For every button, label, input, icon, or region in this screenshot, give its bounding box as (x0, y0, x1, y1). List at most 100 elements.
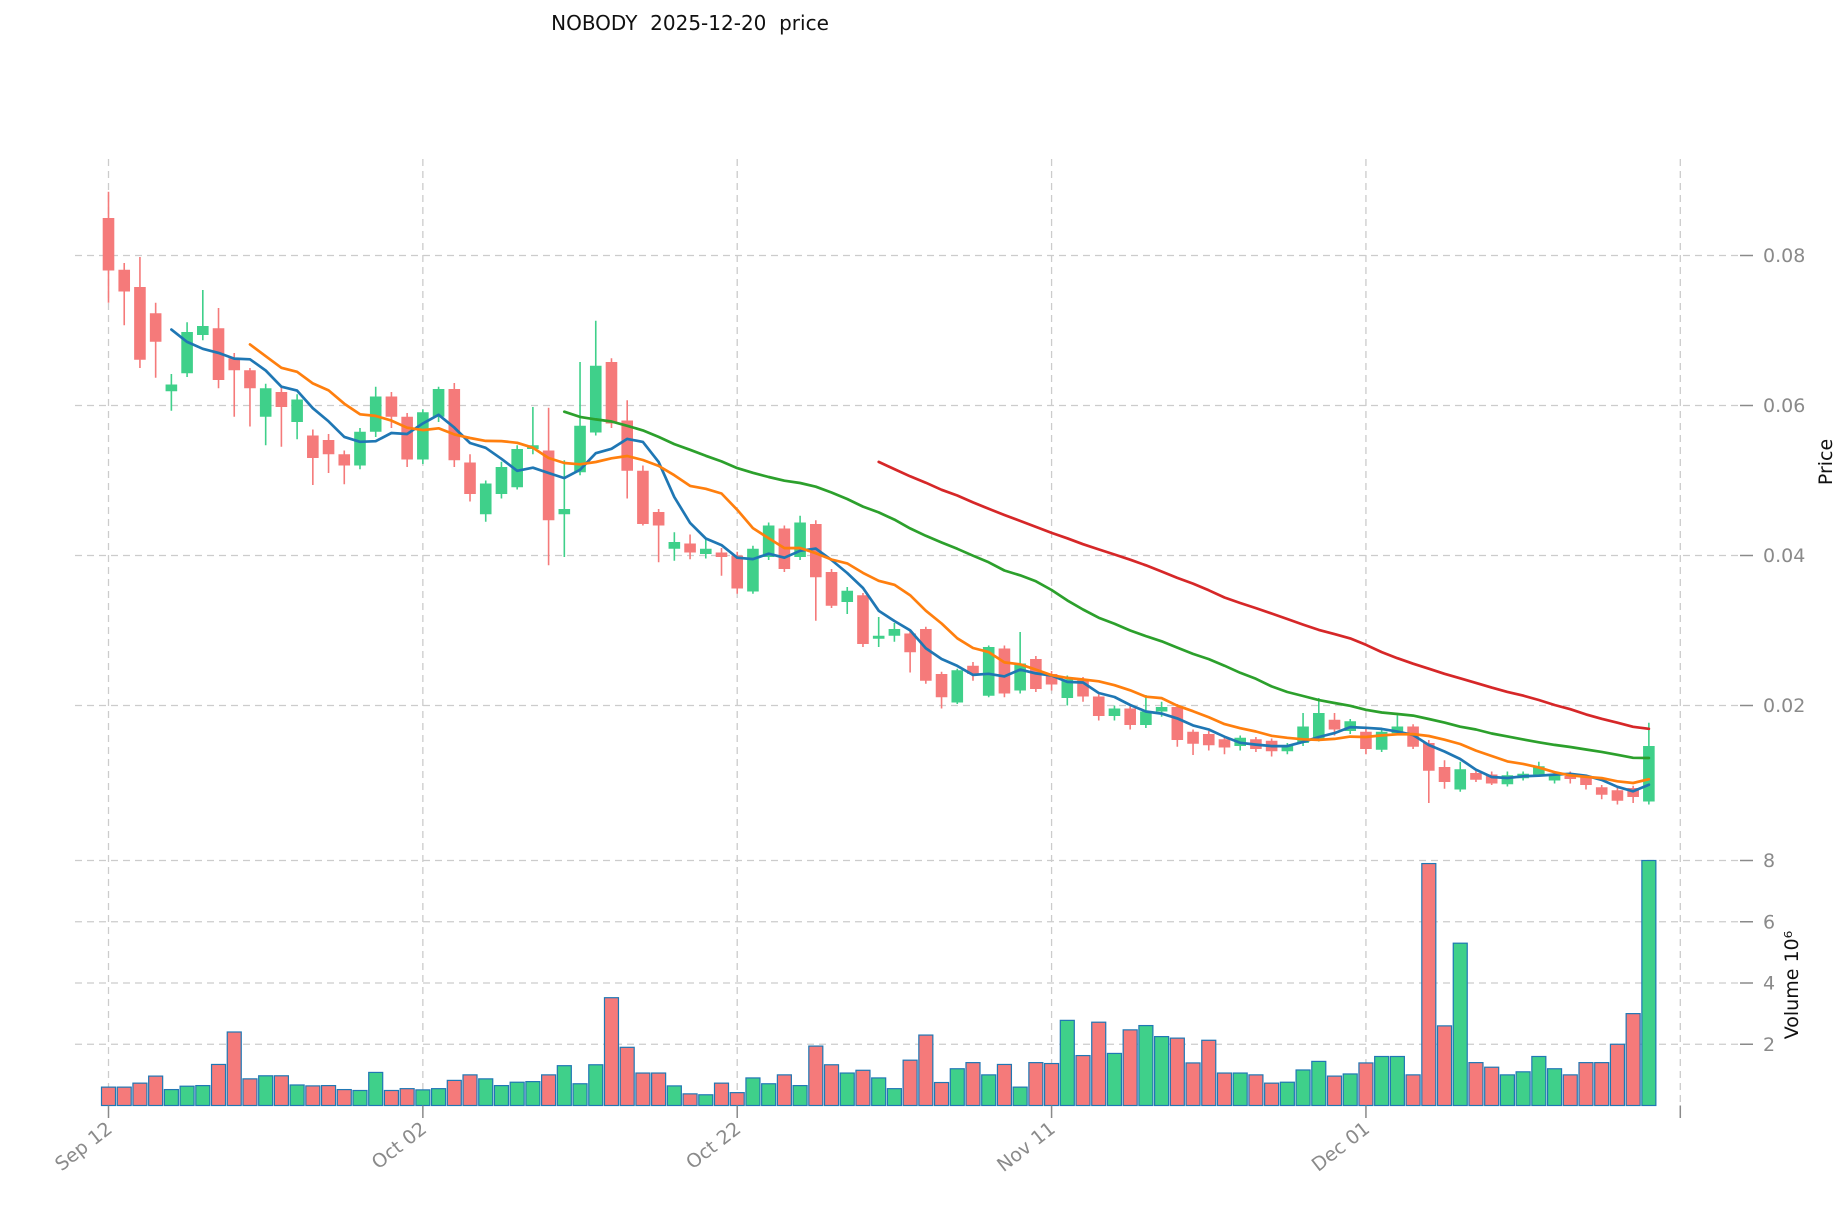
volume-bar (1358, 1062, 1374, 1107)
volume-bar (1169, 1037, 1185, 1107)
volume-bar (1468, 1062, 1484, 1107)
volume-bar (1012, 1086, 1028, 1107)
volume-bar (383, 1089, 400, 1107)
volume-bar (1531, 1055, 1547, 1107)
volume-bar (965, 1062, 981, 1107)
volume-bar (195, 1084, 211, 1107)
candle-body (794, 522, 806, 557)
candle-body (810, 524, 822, 578)
volume-bar (682, 1093, 698, 1107)
volume-bar (1075, 1054, 1091, 1107)
candle-body (684, 543, 696, 553)
candle-body (1470, 773, 1482, 780)
candle-body (1375, 731, 1388, 750)
candle-body (1140, 711, 1152, 725)
candle-body (511, 449, 523, 488)
candle-body (967, 665, 979, 674)
candle-body (197, 326, 209, 335)
volume-bar (116, 1086, 132, 1107)
candle-body (1187, 731, 1199, 744)
volume-bar (509, 1081, 525, 1107)
candle-body (228, 358, 241, 371)
price-tick-label: 0.02 (1763, 695, 1805, 717)
volume-bar (949, 1068, 965, 1107)
chart-title: NOBODY 2025-12-20 price (551, 11, 829, 35)
volume-bar (242, 1078, 258, 1107)
volume-bar (808, 1045, 824, 1107)
candle-body (165, 384, 178, 392)
volume-bar (839, 1072, 855, 1107)
volume-bar (871, 1077, 887, 1107)
candle-body (401, 416, 413, 460)
candle-body (307, 435, 319, 458)
candle-body (479, 483, 492, 515)
volume-bar (226, 1031, 242, 1107)
volume-bar (713, 1082, 730, 1107)
candle-body (1092, 696, 1105, 716)
volume-tick-label: 8 (1763, 850, 1775, 872)
candle-body (322, 440, 335, 455)
candle-body (1611, 790, 1624, 801)
volume-bar (1326, 1075, 1343, 1107)
volume-bar (588, 1064, 604, 1107)
candle-body (935, 674, 948, 698)
candle-body (1124, 708, 1136, 725)
price-axis-label: Price (1815, 439, 1837, 485)
candle-body (1061, 679, 1074, 698)
candle-body (464, 462, 476, 494)
candle-body (699, 548, 712, 554)
candle-body (118, 269, 131, 292)
candle-body (762, 525, 775, 557)
volume-bar (478, 1078, 494, 1107)
candle-body (1391, 726, 1404, 734)
candle-body (1171, 707, 1184, 740)
volume-bar (1091, 1021, 1107, 1107)
candle-body (1501, 775, 1514, 785)
candle-body (1045, 674, 1058, 685)
price-tick-label: 0.04 (1763, 545, 1805, 567)
candle-body (259, 388, 272, 417)
volume-bar (1028, 1062, 1044, 1107)
candle-body (872, 635, 885, 639)
volume-bar (1122, 1029, 1138, 1107)
volume-bar (619, 1046, 635, 1107)
volume-bar (603, 997, 620, 1107)
volume-bar (100, 1086, 117, 1107)
candle-body (715, 552, 728, 557)
volume-bar (1389, 1055, 1405, 1107)
volume-bar (1216, 1072, 1233, 1107)
volume-bar (1641, 859, 1657, 1107)
volume-bar (1295, 1069, 1311, 1107)
volume-bar (698, 1094, 714, 1107)
candle-body (574, 425, 586, 473)
volume-bar (1578, 1062, 1594, 1107)
candle-body (1548, 774, 1561, 781)
ma-line-50 (877, 460, 1651, 731)
candle-body (982, 647, 995, 696)
volume-bar (556, 1065, 572, 1107)
candle-body (1014, 663, 1026, 691)
volume-bar (1515, 1071, 1531, 1107)
candle-body (448, 389, 461, 461)
volume-bar (651, 1072, 667, 1107)
candle-body (857, 595, 869, 644)
volume-bar (981, 1074, 997, 1107)
volume-bar (132, 1082, 148, 1107)
candle-body (354, 431, 366, 466)
volume-bar (210, 1063, 227, 1107)
volume-bar (1594, 1062, 1610, 1107)
candle-body (1643, 746, 1655, 802)
ma-line-30 (562, 410, 1651, 760)
volume-bar (1342, 1073, 1358, 1107)
volume-bar (148, 1075, 164, 1107)
candle-body (1297, 726, 1309, 743)
candle-body (1438, 767, 1451, 782)
volume-bar (996, 1063, 1013, 1107)
volume-bar (855, 1069, 871, 1107)
candle-body (1281, 745, 1294, 752)
volume-bar (305, 1085, 321, 1107)
candle-body (1202, 734, 1215, 746)
candle-body (495, 467, 508, 494)
volume-bar (933, 1081, 950, 1107)
